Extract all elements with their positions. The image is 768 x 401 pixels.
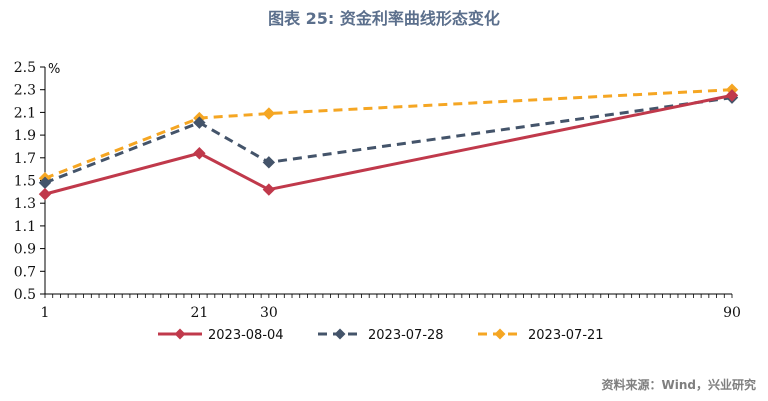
legend-item-2023-07-28: 2023-07-28 (318, 328, 444, 343)
series-line-2023-07-21 (44, 88, 733, 180)
legend-swatch-marker (174, 328, 186, 340)
y-tick-label: 0.9 (14, 242, 36, 258)
source-note: 资料来源：Wind，兴业研究 (601, 378, 756, 392)
x-tick-label: 1 (41, 305, 50, 321)
series-line-2023-08-04 (44, 93, 733, 196)
y-tick-label: 1.3 (14, 196, 36, 212)
data-point-2023-08-04-x21 (193, 147, 206, 160)
axes-group: 0.5 0.7 0.9 1.1 1.3 1.5 1.7 1.9 2.1 2.3 2.5 % 1 21 30 9… (14, 60, 741, 321)
data-point-2023-08-04-x90 (725, 89, 739, 102)
data-point-2023-07-28-x30 (262, 156, 276, 169)
legend-label: 2023-07-21 (528, 328, 604, 343)
y-tick-label: 2.1 (14, 105, 36, 121)
y-tick-label: 1.9 (14, 128, 36, 144)
legend-item-2023-08-04: 2023-08-04 (158, 328, 284, 343)
y-tick-label: 1.1 (14, 219, 36, 235)
legend-item-2023-07-21: 2023-07-21 (478, 328, 604, 343)
legend-label: 2023-07-28 (368, 328, 444, 343)
y-tick-label: 2.3 (14, 83, 36, 99)
y-tick-label: 0.7 (14, 264, 36, 280)
data-point-2023-08-04-x30 (262, 183, 276, 196)
data-point-2023-07-28-x21 (193, 116, 206, 129)
series-2023-08-04 (38, 89, 739, 201)
y-tick-label: 1.5 (14, 174, 36, 190)
y-axis-unit-label: % (48, 62, 60, 77)
y-tick-label: 1.7 (14, 151, 36, 167)
chart-title: 图表 25: 资金利率曲线形态变化 (268, 9, 500, 28)
legend-label: 2023-08-04 (208, 328, 284, 343)
series-line-2023-07-28 (44, 96, 733, 185)
data-point-2023-08-04-x1 (38, 187, 52, 201)
y-tick-label: 2.5 (14, 60, 36, 76)
legend: 2023-08-04 2023-07-28 2023-07-21 (158, 328, 604, 343)
series-layer (38, 83, 739, 201)
x-tick-label: 21 (190, 305, 208, 321)
x-tick-label: 30 (260, 305, 278, 321)
y-tick-label: 0.5 (14, 287, 36, 303)
x-tick-label: 90 (723, 305, 741, 321)
legend-swatch-marker (334, 328, 346, 340)
legend-swatch-marker (494, 328, 506, 340)
data-point-2023-07-21-x30 (262, 107, 276, 120)
